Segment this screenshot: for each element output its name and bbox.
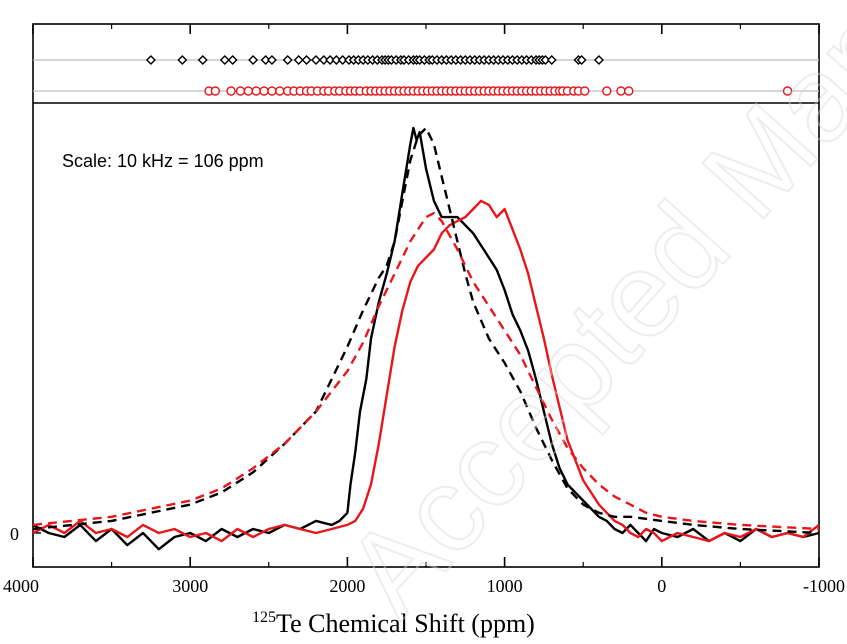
circle-marker xyxy=(580,86,590,96)
circle-marker xyxy=(235,86,246,96)
x-tick-label: -1000 xyxy=(803,576,845,596)
y-tick-label: 0 xyxy=(10,524,19,544)
diamond-marker xyxy=(293,55,304,65)
series-line-2 xyxy=(32,199,820,543)
diamond-marker xyxy=(219,55,230,65)
series-line-4 xyxy=(32,211,820,531)
diamond-marker xyxy=(145,55,156,65)
x-axis-ticks xyxy=(32,24,820,567)
x-axis-label: 125Te Chemical Shift (ppm) xyxy=(252,609,535,638)
x-tick-label: 0 xyxy=(657,576,666,596)
circle-marker xyxy=(267,86,277,96)
circle-marker xyxy=(616,86,626,96)
circle-marker xyxy=(782,86,793,96)
diamond-marker xyxy=(593,55,604,65)
diamond-marker xyxy=(310,55,321,65)
circle-marker xyxy=(243,86,254,96)
series-group xyxy=(32,126,820,551)
watermark: Accepted Manuscript xyxy=(320,0,847,640)
circle-marker xyxy=(275,86,285,96)
diamond-marker xyxy=(301,55,312,65)
marker-rows xyxy=(145,55,793,96)
x-axis-label-text: Te Chemical Shift (ppm) xyxy=(276,609,535,638)
circle-marker xyxy=(226,86,236,96)
circle-marker xyxy=(210,86,221,96)
circle-marker xyxy=(251,86,261,96)
x-axis-label-superscript: 125 xyxy=(252,609,276,626)
diamond-marker xyxy=(227,55,238,65)
x-tick-label: 2000 xyxy=(329,576,365,596)
diamond-marker xyxy=(197,55,208,65)
diamond-marker xyxy=(177,55,188,65)
circle-marker xyxy=(602,86,612,96)
circle-marker xyxy=(259,86,269,96)
diamond-marker xyxy=(282,55,293,65)
diamond-marker xyxy=(248,55,259,65)
x-tick-label: 3000 xyxy=(172,576,208,596)
diamond-marker xyxy=(266,55,277,65)
x-tick-label: 1000 xyxy=(487,576,523,596)
diamond-marker xyxy=(546,55,557,65)
diamond-marker xyxy=(576,55,587,65)
series-line-1 xyxy=(32,126,820,551)
x-tick-labels: 4000 3000 2000 1000 0 -1000 xyxy=(3,576,845,596)
circle-marker xyxy=(624,86,634,96)
scale-annotation: Scale: 10 kHz = 106 ppm xyxy=(62,151,264,171)
x-tick-label: 4000 xyxy=(3,576,39,596)
